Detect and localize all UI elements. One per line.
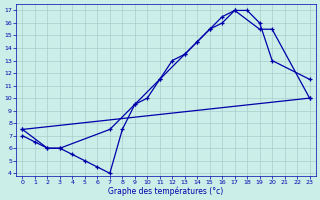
X-axis label: Graphe des températures (°c): Graphe des températures (°c) xyxy=(108,186,224,196)
